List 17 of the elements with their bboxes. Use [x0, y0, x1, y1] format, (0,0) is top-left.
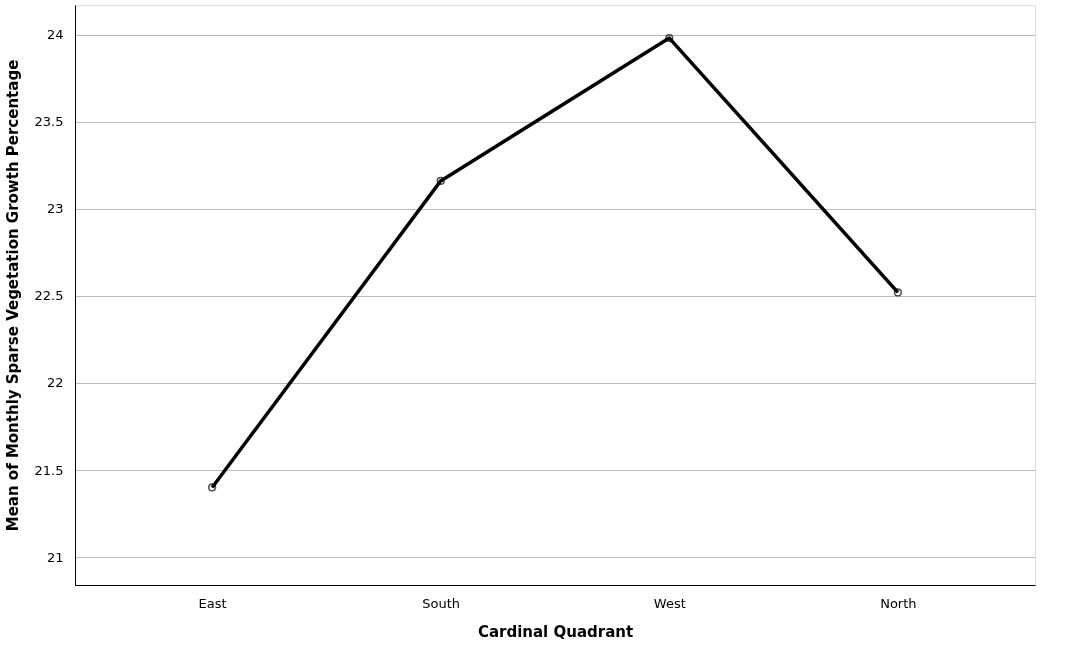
x-tick-label: West	[653, 595, 686, 611]
x-tick-label: North	[880, 595, 917, 611]
y-tick-label: 24	[46, 27, 64, 43]
y-tick-label: 23	[46, 201, 64, 217]
y-axis-title: Mean of Monthly Sparse Vegetation Growth Percentage	[3, 59, 22, 532]
y-tick-label: 23.5	[34, 114, 64, 130]
y-tick-label: 21	[46, 549, 64, 565]
y-tick-label: 22	[46, 375, 64, 391]
y-tick-label: 21.5	[34, 462, 64, 478]
point	[665, 34, 674, 43]
point	[436, 176, 445, 186]
y-tick-label: 22.5	[34, 288, 64, 304]
x-tick-label: South	[422, 595, 461, 611]
x-tick-label: East	[198, 595, 227, 611]
point	[893, 288, 902, 297]
x-axis-title: Cardinal Quadrant	[477, 622, 634, 641]
point	[208, 483, 217, 492]
